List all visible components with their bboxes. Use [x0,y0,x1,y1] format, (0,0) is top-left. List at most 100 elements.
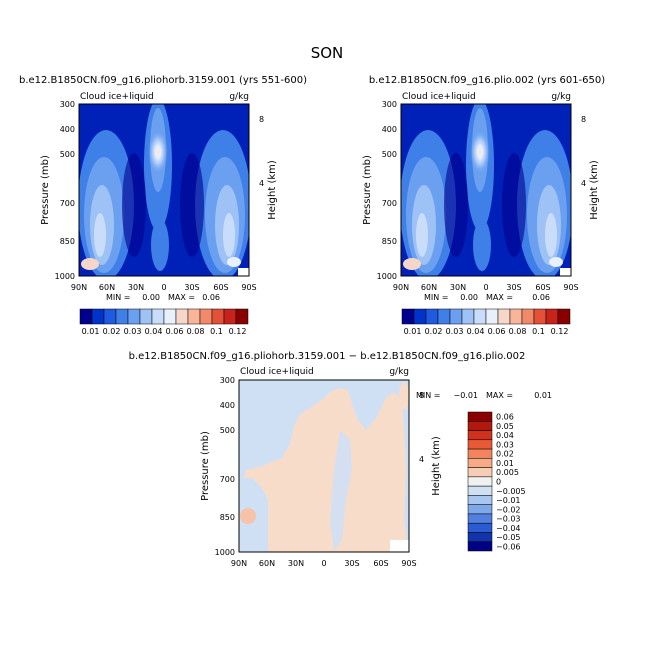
y-tick-300: 300 [220,376,235,385]
panel-c-nh-surface-positive [240,508,256,524]
y2-tick-8: 8 [419,391,424,400]
colorbar-label: 0 [496,478,501,487]
panel-c-title: b.e12.B1850CN.f09_g16.pliohorb.3159.001 … [129,351,526,362]
panel-b-surface-mask [560,268,571,276]
x-tick-60n: 60N [99,283,115,292]
panel-b-right-label: g/kg [551,92,571,102]
colorbar-swatch [467,421,493,431]
y-tick-300: 300 [382,100,397,109]
colorbar-swatch [533,308,547,325]
colorbar-label: 0.1 [532,327,545,336]
panel-c-x-ticks: 90N 60N 30N 0 30S 60S 90S [231,559,417,568]
colorbar-swatch [467,476,493,487]
min-label: MIN = [424,293,449,302]
min-label: MIN = [106,293,131,302]
y-tick-850: 850 [220,513,235,522]
x-tick-0: 0 [321,559,326,568]
colorbar-swatch [91,308,105,325]
panel-a-subtropics-dry-n [122,153,146,257]
x-tick-60s: 60S [373,559,388,568]
colorbar-swatch [235,308,249,325]
x-tick-60n: 60N [421,283,437,292]
colorbar-swatch [199,308,213,325]
colorbar-swatch [127,308,141,325]
panel-b-y-ticks: 300 400 500 700 850 1000 [377,100,397,281]
panel-b-title: b.e12.B1850CN.f09_g16.plio.002 (yrs 601-… [369,75,605,86]
colorbar-swatch [467,504,493,515]
colorbar-swatch [521,308,535,325]
panel-a-surface-mask [238,268,249,276]
max-value: 0.06 [202,293,220,302]
colorbar-swatch [467,485,493,496]
x-tick-60n: 60N [259,559,275,568]
colorbar-swatch [473,308,487,325]
colorbar-swatch [163,308,177,325]
min-value: −0.01 [453,391,478,400]
panel-c-negative-gap-tropics [330,430,352,552]
x-tick-30n: 30N [128,283,144,292]
y-tick-500: 500 [382,150,397,159]
panel-a-lower-tropics [151,219,169,271]
x-tick-60s: 60S [535,283,550,292]
colorbar-swatch [485,308,499,325]
x-tick-90s: 90S [401,559,416,568]
colorbar-label: 0.03 [446,327,464,336]
colorbar-swatch [467,467,493,478]
panel-c-positive-region-main [244,388,408,552]
panel-b-nh-cloud-core [416,213,428,257]
panel-a-y-label: Pressure (mb) [40,155,51,225]
x-tick-30s: 30S [506,283,521,292]
min-value: 0.00 [460,293,478,302]
y2-tick-8: 8 [581,115,586,124]
max-value: 0.01 [534,391,552,400]
colorbar-swatch [175,308,189,325]
y-tick-300: 300 [60,100,75,109]
colorbar-label: 0.01 [82,327,100,336]
y-tick-700: 700 [220,475,235,484]
panel-a-boundary-layer-s [227,257,241,267]
panel-c-colorbar: 0.060.050.040.030.020.010.0050−0.005−0.0… [467,411,526,551]
colorbar-swatch [437,308,451,325]
x-tick-30n: 30N [450,283,466,292]
panel-a-y2-ticks: 8 4 [259,115,264,188]
colorbar-label: 0.01 [404,327,422,336]
colorbar-swatch [467,430,493,441]
colorbar-label: 0.02 [425,327,443,336]
colorbar-label: 0.08 [187,327,205,336]
panel-a-y2-label: Height (km) [267,160,278,220]
x-tick-90n: 90N [393,283,409,292]
colorbar-swatch [467,411,493,422]
panel-b-frame [400,103,572,277]
colorbar-label: 0.01 [496,459,514,468]
colorbar-swatch [187,308,201,325]
y2-tick-4: 4 [259,179,264,188]
x-tick-0: 0 [161,283,166,292]
y2-tick-4: 4 [581,179,586,188]
y-tick-1000: 1000 [55,272,75,281]
x-tick-90s: 90S [241,283,256,292]
colorbar-swatch [401,308,415,325]
panel-b-subtropics-dry-s [502,153,526,257]
figure-title: SON [311,44,344,62]
colorbar-swatch [467,458,493,468]
y-tick-500: 500 [220,426,235,435]
y-tick-700: 700 [60,199,75,208]
panel-c-field [239,380,409,552]
colorbar-label: −0.06 [496,542,521,551]
colorbar-label: −0.05 [496,533,521,542]
y2-tick-8: 8 [259,115,264,124]
panel-c-y2-ticks: 8 4 [419,391,424,464]
panel-a-nh-cloud-core [94,213,106,257]
colorbar-swatch [467,439,493,450]
colorbar-label: −0.03 [496,515,521,524]
colorbar-label: 0.06 [496,413,514,422]
colorbar-swatch [103,308,117,325]
panel-c-stats: MIN = −0.01 MAX = 0.01 [416,391,552,400]
max-value: 0.06 [532,293,550,302]
panel-b: b.e12.B1850CN.f09_g16.plio.002 (yrs 601-… [362,75,605,336]
colorbar-label: 0.03 [496,440,514,449]
panel-b-boundary-layer-s [549,257,563,267]
colorbar-swatch [497,308,511,325]
min-value: 0.00 [142,293,160,302]
x-tick-90n: 90N [231,559,247,568]
